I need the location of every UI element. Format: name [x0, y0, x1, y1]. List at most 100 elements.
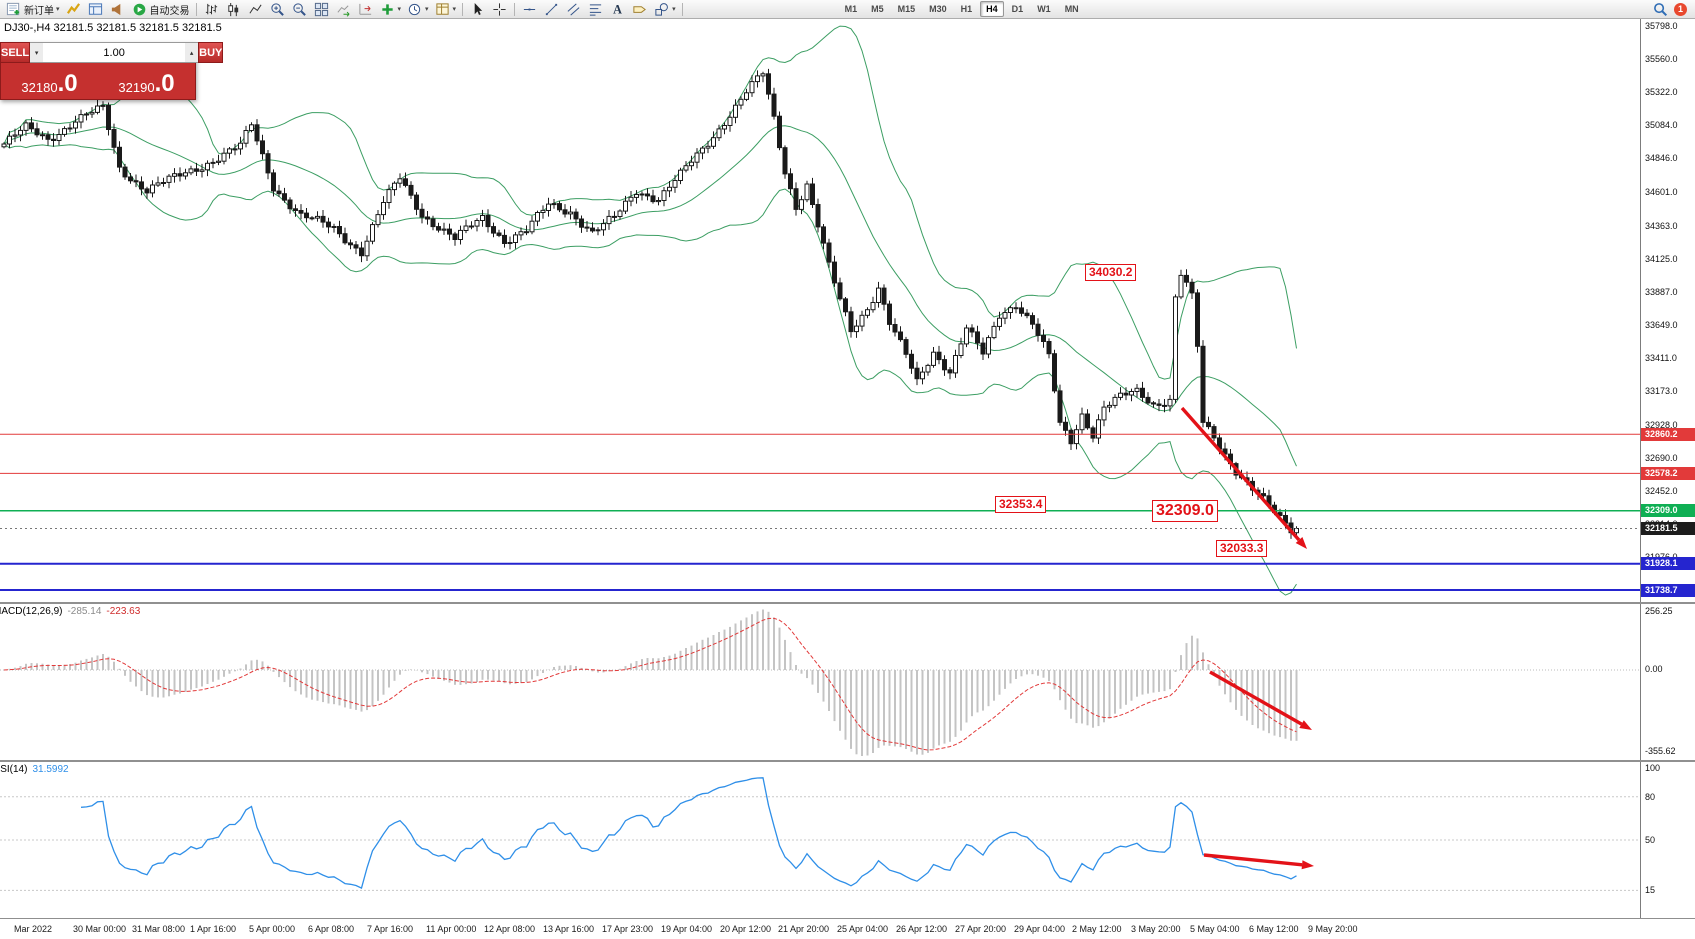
- channel-icon: [565, 2, 582, 17]
- toolbar-right-group: 1: [1652, 2, 1692, 17]
- timeframe-m1[interactable]: M1: [844, 4, 858, 14]
- cursor-button[interactable]: [467, 1, 488, 18]
- timeframe-m30[interactable]: M30: [929, 4, 947, 14]
- panel-splitter[interactable]: [0, 760, 1695, 762]
- channel-tool-button[interactable]: [563, 1, 584, 18]
- timeframe-w1[interactable]: W1: [1037, 4, 1051, 14]
- time-label: 11 Apr 00:00: [426, 924, 477, 934]
- zoom-out-button[interactable]: [289, 1, 310, 18]
- volume-decrease-button[interactable]: ▾: [30, 43, 44, 62]
- zoom-in-icon: [269, 2, 286, 17]
- tile-windows-button[interactable]: [311, 1, 332, 18]
- price-tick: 33887.0: [1645, 287, 1678, 297]
- price-tick: 32928.0: [1645, 420, 1678, 430]
- hline-tool-button[interactable]: [519, 1, 540, 18]
- price-axis[interactable]: 256.25 0.00 -355.62 35798.0 35560.0 35322.…: [1640, 19, 1695, 939]
- rsi-value: 31.5992: [32, 764, 69, 775]
- main-chart-canvas[interactable]: [0, 19, 1640, 602]
- price-badge: 32860.2: [1641, 428, 1695, 441]
- panel-splitter[interactable]: [0, 602, 1695, 604]
- time-label: 26 Apr 12:00: [896, 924, 948, 934]
- indicators-plus-icon: [379, 2, 396, 17]
- time-label: 6 May 12:00: [1249, 924, 1299, 934]
- price-tick: 32690.0: [1645, 453, 1678, 463]
- rsi-name: RSI(14): [0, 764, 28, 775]
- timeframe-h4[interactable]: H4: [980, 1, 1004, 17]
- volume-spinner: ▾ ▴: [30, 42, 199, 63]
- templates-button[interactable]: ▾: [432, 1, 459, 18]
- macd-name: MACD(12,26,9): [0, 606, 63, 617]
- clock-icon: [406, 2, 423, 17]
- svg-text:A: A: [613, 2, 622, 16]
- price-badge: 32181.5: [1641, 522, 1695, 535]
- volume-input[interactable]: [43, 43, 186, 62]
- chevron-down-icon: ▾: [397, 5, 402, 13]
- volume-increase-button[interactable]: ▴: [185, 43, 199, 62]
- search-icon[interactable]: [1652, 2, 1669, 17]
- notification-badge[interactable]: 1: [1674, 2, 1687, 16]
- sell-button[interactable]: SELL: [0, 42, 31, 63]
- periods-button[interactable]: ▾: [404, 1, 431, 18]
- new-order-button[interactable]: 新订单 ▾: [3, 1, 62, 18]
- time-label: 7 Apr 16:00: [367, 924, 414, 934]
- new-order-icon: [5, 2, 22, 17]
- price-tick: 33411.0: [1645, 353, 1677, 363]
- timeframe-h1[interactable]: H1: [960, 4, 973, 14]
- time-label: 6 Apr 08:00: [308, 924, 355, 934]
- price-tick: 35084.0: [1645, 120, 1678, 130]
- crosshair-icon: [491, 2, 508, 17]
- data-window-button[interactable]: [85, 1, 106, 18]
- price-tick: 33173.0: [1645, 386, 1678, 396]
- text-tool-button[interactable]: A: [607, 1, 628, 18]
- auto-scroll-button[interactable]: [333, 1, 354, 18]
- toolbar-separator: [681, 2, 683, 16]
- news-button[interactable]: [107, 1, 128, 18]
- price-tick: 34846.0: [1645, 153, 1678, 163]
- time-label: 17 Apr 23:00: [602, 924, 654, 934]
- time-label: 5 May 04:00: [1190, 924, 1240, 934]
- macd-canvas[interactable]: [0, 604, 1640, 760]
- trendline-tool-button[interactable]: [541, 1, 562, 18]
- shapes-button[interactable]: ▾: [651, 1, 678, 18]
- rsi-axis-level: 50: [1645, 835, 1656, 845]
- crosshair-button[interactable]: [489, 1, 510, 18]
- price-tick: 35798.0: [1645, 21, 1678, 31]
- trendline-icon: [545, 3, 558, 15]
- price-tick: 35322.0: [1645, 87, 1678, 97]
- zoom-in-button[interactable]: [267, 1, 288, 18]
- buy-button[interactable]: BUY: [198, 42, 224, 63]
- autotrade-button[interactable]: 自动交易: [129, 1, 192, 18]
- time-label: 1 Apr 16:00: [190, 924, 237, 934]
- time-label: Mar 2022: [14, 924, 53, 934]
- timeframe-m15[interactable]: M15: [897, 4, 916, 14]
- timeframe-d1[interactable]: D1: [1011, 4, 1024, 14]
- chart-candles-button[interactable]: [223, 1, 244, 18]
- zoom-out-icon: [291, 2, 308, 17]
- timeframe-mn[interactable]: MN: [1064, 4, 1079, 14]
- market-watch-button[interactable]: [63, 1, 84, 18]
- price-tick: 34363.0: [1645, 221, 1678, 231]
- fibonacci-tool-button[interactable]: [585, 1, 606, 18]
- indicators-button[interactable]: ▾: [377, 1, 404, 18]
- rsi-canvas[interactable]: [0, 762, 1640, 918]
- rsi-axis-level: 100: [1645, 763, 1661, 773]
- label-tool-button[interactable]: [629, 1, 650, 18]
- sell-price[interactable]: 32180.0: [1, 63, 98, 99]
- time-label: 25 Apr 04:00: [837, 924, 889, 934]
- bar-chart-icon: [203, 2, 220, 17]
- timeframe-m5[interactable]: M5: [871, 4, 884, 14]
- chart-shift-button[interactable]: [355, 1, 376, 18]
- time-label: 9 May 20:00: [1308, 924, 1358, 934]
- buy-price-int: 32190: [118, 80, 155, 95]
- time-label: 31 Mar 08:00: [132, 924, 186, 934]
- time-axis[interactable]: Mar 2022 30 Mar 00:00 31 Mar 08:00 1 Apr 16…: [0, 918, 1695, 939]
- toolbar-separator: [462, 2, 464, 16]
- chart-bars-button[interactable]: [201, 1, 222, 18]
- buy-price[interactable]: 32190.0: [98, 63, 195, 99]
- autotrade-label: 自动交易: [149, 5, 190, 17]
- timeframe-group: M1 M5 M15 M30 H1 H4 D1 W1 MN: [838, 1, 1086, 17]
- sell-price-dec: .0: [57, 70, 78, 97]
- chart-line-button[interactable]: [245, 1, 266, 18]
- autotrade-icon: [133, 3, 145, 15]
